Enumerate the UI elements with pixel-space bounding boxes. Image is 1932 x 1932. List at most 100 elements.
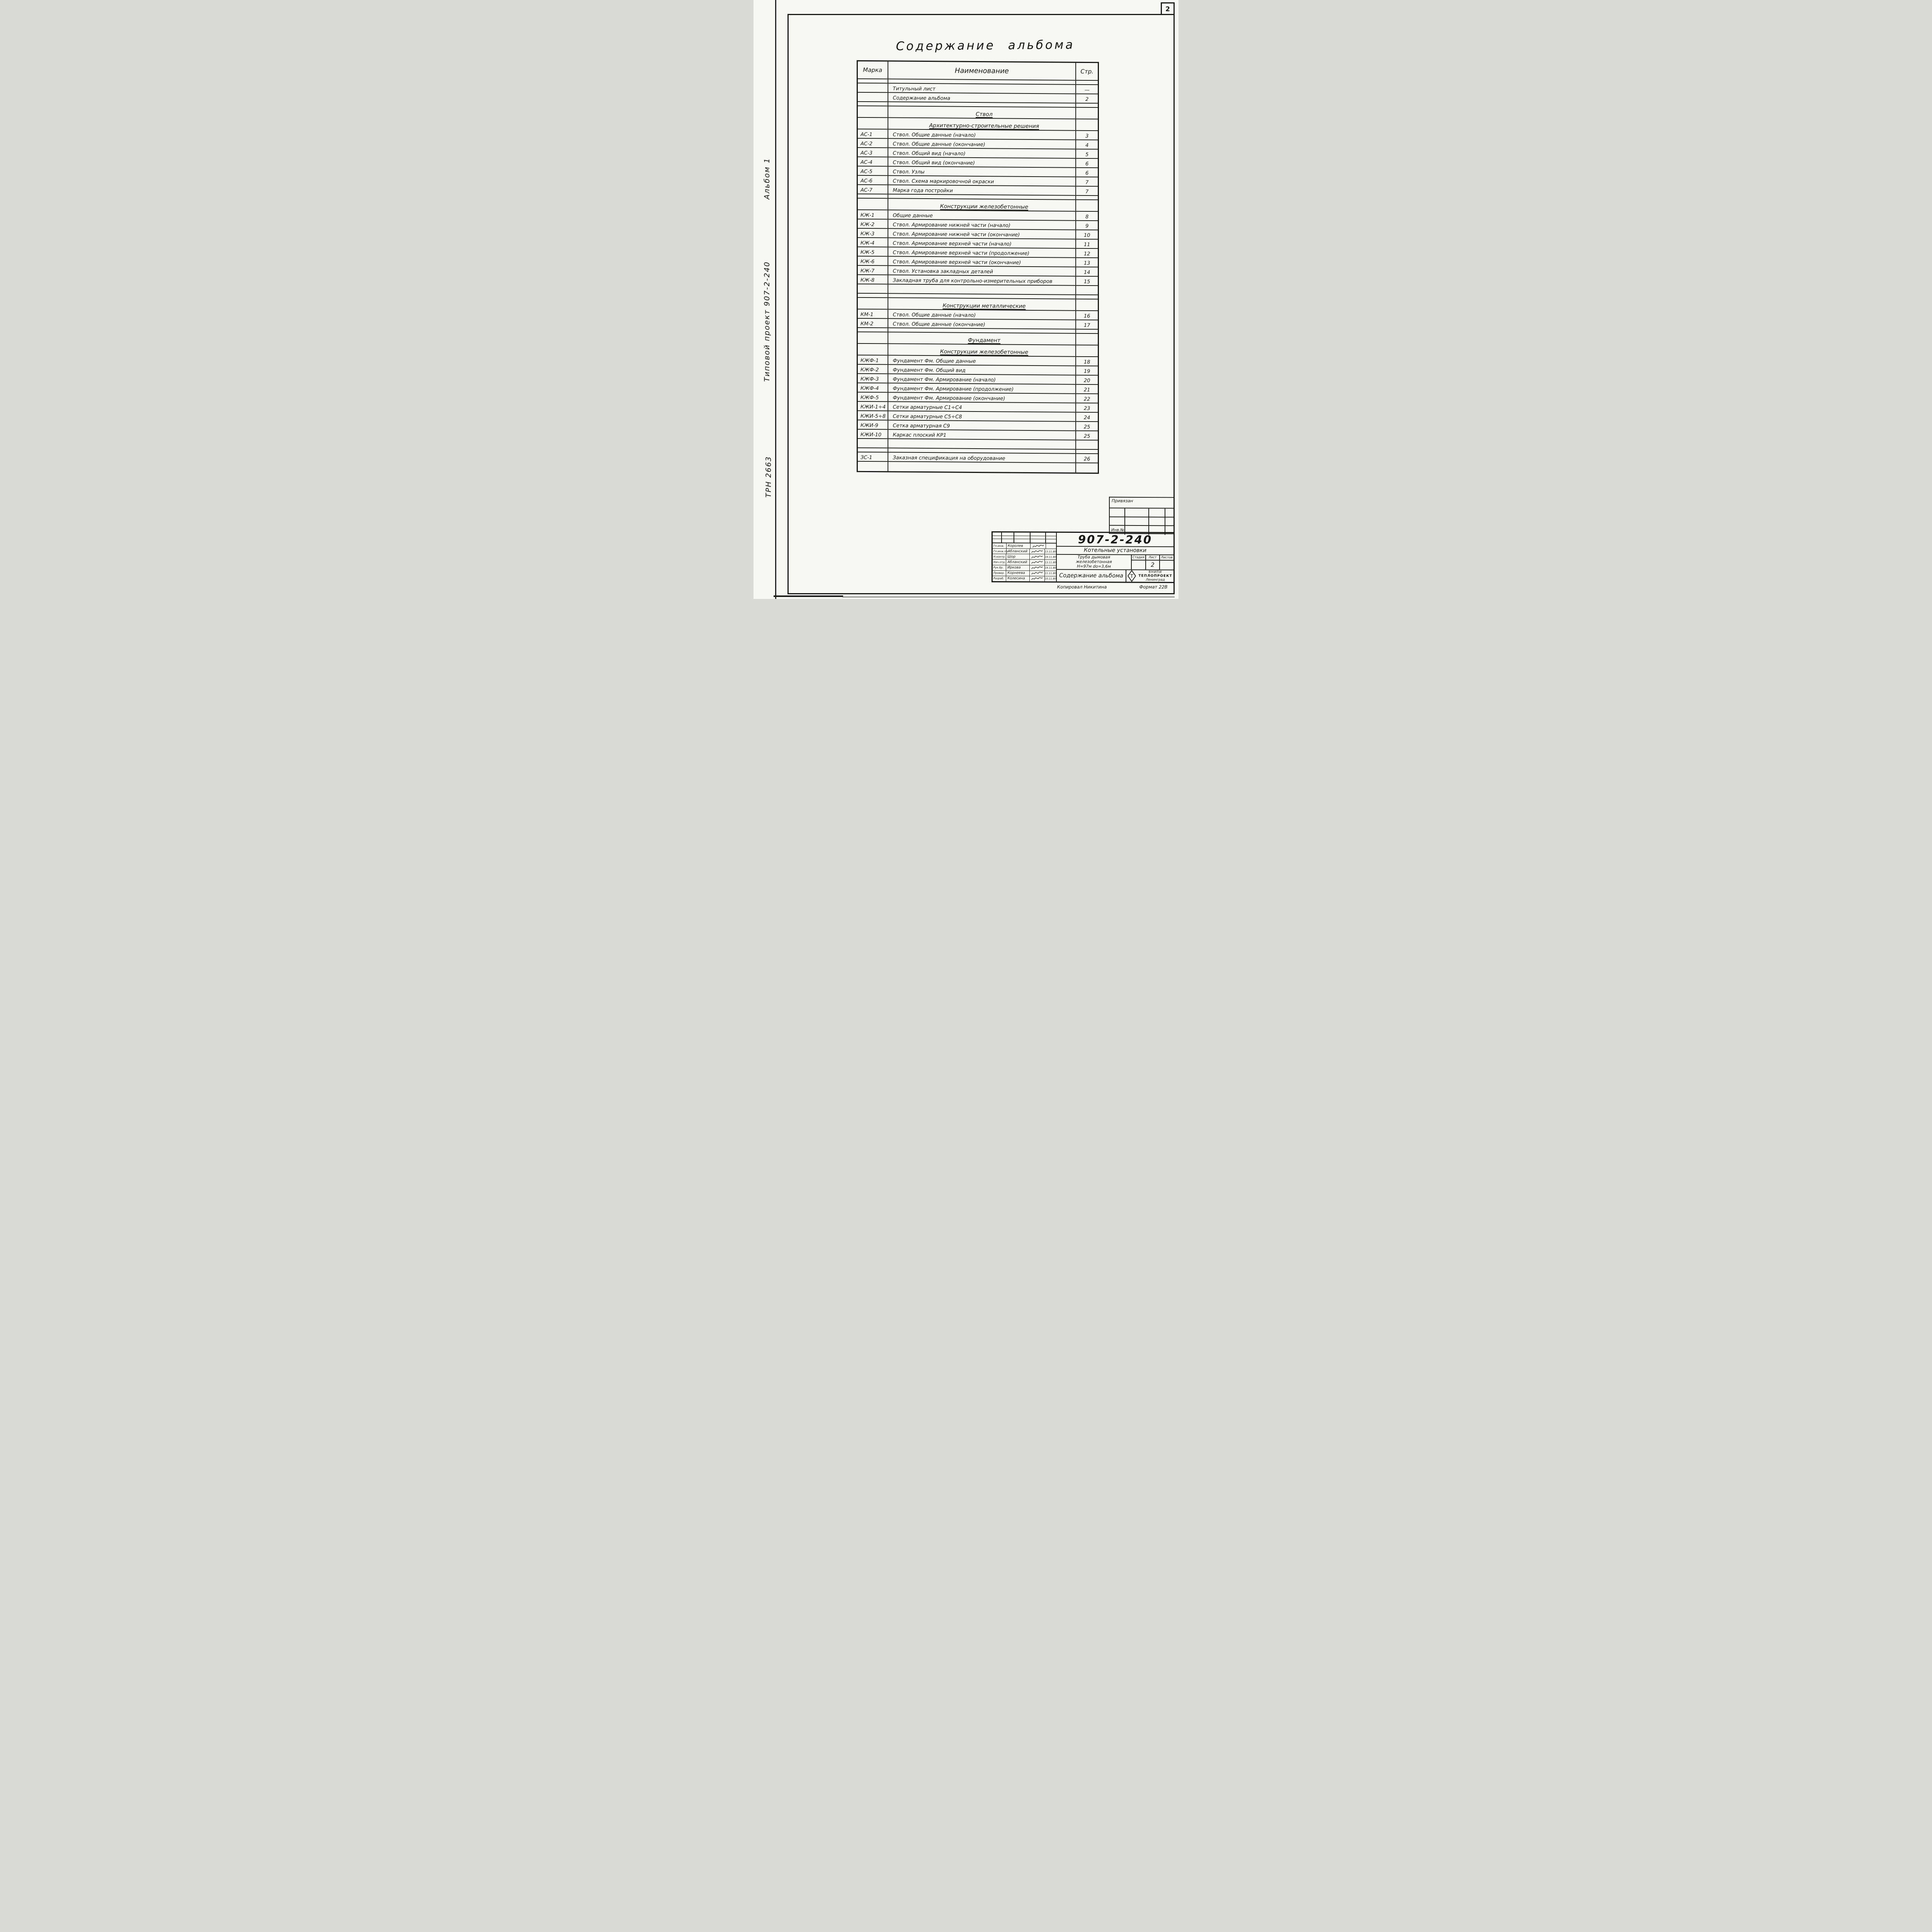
toc-mark: АС-6 <box>858 175 888 185</box>
toc-page: 7 <box>1085 179 1089 186</box>
toc-name: Ствол. Общие данные (начало) <box>888 310 1077 320</box>
sheet-title: Содержание альбома <box>1057 570 1126 582</box>
scan-edge-mark <box>774 595 843 597</box>
signature-icon <box>1031 561 1043 564</box>
format-note: Формат 22В <box>1139 584 1168 590</box>
signature-role: Н.контр. <box>993 554 1007 560</box>
toc-name: Марка года постройки <box>888 185 1077 195</box>
toc-name: Фундамент Фм. Армирование (продолжение) <box>888 383 1077 393</box>
signature-autograph <box>1029 554 1045 560</box>
signature-autograph <box>1031 543 1046 549</box>
paper-fold-line <box>775 0 776 599</box>
sheet-number-box: 2 <box>1161 2 1175 15</box>
toc-name: Заказная спецификация на оборудование <box>888 452 1077 463</box>
toc-page: 16 <box>1083 313 1090 320</box>
toc-mark: КЖИ-10 <box>858 429 888 439</box>
toc-name: Фундамент Фм. Армирование (окончание) <box>888 393 1077 403</box>
signature-date: 19.11.80 <box>1045 566 1056 570</box>
toc-mark: АС-2 <box>858 138 888 148</box>
toc-name: Ствол. Общий вид (окончание) <box>888 157 1077 167</box>
object-title-line: железобетонная <box>1076 560 1112 565</box>
signature-date: 10.11.80 <box>1045 577 1056 581</box>
toc-name: Ствол. Общий вид (начало) <box>888 148 1077 158</box>
sheets-label: Листов <box>1161 556 1173 560</box>
toc-name: Ствол. Схема маркировочной окраски <box>888 176 1077 186</box>
toc-page: 17 <box>1083 322 1090 329</box>
signature-role: Провер. <box>993 570 1007 576</box>
toc-section-title: Конструкции железобетонные <box>888 344 1077 356</box>
toc-header-row: Марка Наименование Стр. <box>858 61 1098 81</box>
series-title: Котельные установки <box>1057 546 1173 555</box>
toc-page: 24 <box>1083 415 1090 421</box>
signature-name: Колесина <box>1006 576 1030 582</box>
toc-mark: ЗС-1 <box>858 452 888 461</box>
toc-page: 2 <box>1085 96 1089 103</box>
margin-project-label: Типовой проект 907-2-240 <box>763 261 771 382</box>
toc-mark: КЖ-4 <box>858 238 888 247</box>
toc-section-title: Фундамент <box>888 332 1077 345</box>
signature-icon <box>1031 566 1043 569</box>
signature-row: Провер. Корнеева 11.11.80 <box>993 570 1056 577</box>
signature-date: 13.11.80 <box>1045 561 1056 564</box>
toc-page: 14 <box>1083 269 1090 276</box>
toc-name: Каркас плоский КР1 <box>888 430 1077 440</box>
toc-section-row: Конструкции железобетонные <box>858 198 1098 212</box>
toc-table: Марка Наименование Стр. Титульный лист — С… <box>857 60 1099 474</box>
title-block-right: 907-2-240 Котельные установки Труба дымо… <box>1057 532 1173 582</box>
sheet-value: 2 <box>1146 560 1160 570</box>
toc-mark: КЖИ-5÷8 <box>858 411 888 420</box>
toc-page: 7 <box>1085 189 1089 195</box>
toc-section-title: Конструкции железобетонные <box>888 199 1077 211</box>
toc-name: Титульный лист <box>888 83 1077 94</box>
toc-page: 10 <box>1083 232 1090 239</box>
toc-name: Закладная труба для контрольно-измерител… <box>888 275 1077 285</box>
copied-by-note: Копировал Никитина <box>1057 584 1107 590</box>
signature-name: Абланский <box>1006 560 1030 565</box>
toc-page: 15 <box>1083 279 1090 285</box>
signature-icon <box>1031 556 1043 558</box>
toc-section-row: Конструкции металлические <box>858 298 1098 311</box>
toc-section-title: Конструкции металлические <box>888 298 1077 310</box>
signature-name: Королев <box>1007 543 1031 549</box>
toc-page: 8 <box>1085 214 1089 220</box>
signature-role: Нач.отд. <box>993 560 1007 565</box>
toc-section-title: Ствол <box>888 106 1077 119</box>
toc-page: 5 <box>1085 151 1089 158</box>
signature-role: Рук.бр. <box>993 565 1007 570</box>
toc-page: 6 <box>1085 161 1089 167</box>
toc-name: Ствол. Общие данные (окончание) <box>888 319 1077 329</box>
toc-page: 25 <box>1083 424 1090 430</box>
stage-sheet-table: Стадия Лист Листов 2 <box>1132 555 1173 570</box>
toc-mark: КЖФ-1 <box>858 355 888 364</box>
object-title: Труба дымовая железобетонная Н=97м dо=3,… <box>1057 554 1132 570</box>
signature-name: Иркова <box>1006 565 1030 571</box>
project-number: 907-2-240 <box>1057 532 1173 548</box>
toc-mark <box>858 83 888 92</box>
toc-mark: КМ-1 <box>858 309 888 318</box>
signature-row: Гл.инж.пр. Абланский 13.11.80 <box>993 549 1056 554</box>
toc-page: 12 <box>1083 251 1090 257</box>
signature-icon <box>1031 550 1043 553</box>
toc-name: Фундамент Фм. Общий вид <box>888 365 1077 375</box>
sheet-number: 2 <box>1165 5 1170 13</box>
drawing-frame <box>787 14 1175 594</box>
toc-mark: АС-5 <box>858 166 888 175</box>
toc-mark: АС-1 <box>858 129 888 138</box>
signature-date: 11.11.80 <box>1045 571 1056 575</box>
toc-mark <box>858 92 888 102</box>
sheets-value <box>1160 561 1173 570</box>
toc-mark: КЖФ-5 <box>858 392 888 401</box>
signature-block: Гл.инж. Королев Гл.инж.пр. Абланский 13.11.8… <box>993 532 1057 582</box>
toc-section-row: Конструкции железобетонные <box>858 344 1098 357</box>
stage-label: Стадия <box>1132 555 1146 560</box>
signature-role: Разраб. <box>993 576 1007 582</box>
toc-name: Ствол. Общие данные (окончание) <box>888 139 1077 149</box>
object-title-line: Труба дымовая <box>1077 555 1111 560</box>
page-title: Содержание альбома <box>896 37 1075 54</box>
organization-name: ВНИПИ ТЕПЛОПРОЕКТ Ленинград <box>1138 570 1172 582</box>
toc-mark: АС-3 <box>858 148 888 157</box>
toc-mark: КЖИ-9 <box>858 420 888 429</box>
signature-icon <box>1031 572 1043 575</box>
binding-box: Привязан Инв.№ <box>1109 497 1175 535</box>
toc-header-mark: Марка <box>858 61 888 79</box>
